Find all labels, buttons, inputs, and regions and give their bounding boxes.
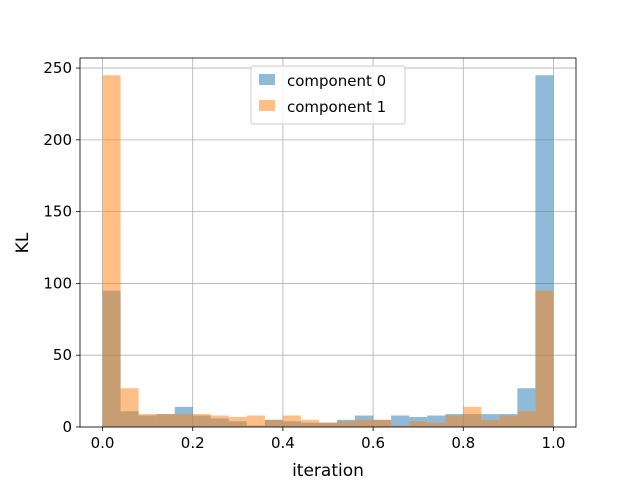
y-axis-label: KL — [13, 232, 33, 253]
legend-label-component-1: component 1 — [287, 98, 386, 116]
histogram-bars — [102, 75, 554, 428]
bar-component-1 — [427, 422, 446, 427]
bar-component-1 — [355, 419, 374, 427]
x-axis-label: iteration — [292, 461, 364, 480]
bar-component-1 — [409, 421, 428, 427]
bar-component-1 — [300, 419, 319, 427]
bar-component-1 — [499, 415, 518, 427]
y-tick-label: 250 — [43, 59, 72, 77]
legend-label-component-0: component 0 — [287, 72, 386, 90]
x-tick-label: 0.6 — [361, 434, 385, 452]
x-tick-label: 0.8 — [451, 434, 475, 452]
bar-component-0 — [391, 415, 410, 427]
x-tick-label: 0.4 — [271, 434, 295, 452]
y-tick-label: 150 — [43, 203, 72, 221]
bar-component-1 — [210, 415, 229, 427]
y-tick-label: 100 — [43, 274, 72, 292]
x-tick-label: 1.0 — [542, 434, 566, 452]
bar-component-1 — [228, 416, 247, 427]
bar-component-1 — [120, 388, 139, 427]
x-tick-label: 0.0 — [91, 434, 115, 452]
bar-component-1 — [156, 414, 175, 427]
bar-component-1 — [481, 419, 500, 427]
bar-component-1 — [391, 425, 410, 427]
bar-component-1 — [373, 419, 392, 427]
y-tick-label: 50 — [53, 346, 72, 364]
x-axis-ticks: 0.0 0.2 0.4 0.6 0.8 1.0 — [91, 427, 566, 452]
bar-component-1 — [102, 75, 121, 428]
bar-component-1 — [264, 419, 283, 427]
plot-frame — [79, 57, 577, 428]
bar-component-1 — [282, 415, 301, 427]
bar-component-1 — [174, 414, 193, 427]
y-tick-label: 200 — [43, 131, 72, 149]
bar-component-1 — [535, 290, 554, 427]
bar-component-1 — [517, 411, 536, 427]
legend: component 0 component 1 — [250, 65, 406, 125]
legend-box — [250, 65, 406, 125]
bar-component-1 — [463, 406, 482, 427]
bar-component-1 — [445, 415, 464, 427]
bar-component-1 — [318, 422, 338, 427]
bar-component-1 — [246, 415, 265, 427]
bar-component-1 — [192, 414, 211, 427]
bar-component-0 — [427, 415, 446, 427]
y-tick-label: 0 — [62, 418, 72, 436]
legend-swatch-component-0 — [259, 74, 275, 85]
bar-component-1 — [337, 421, 356, 427]
bar-component-1 — [138, 414, 157, 427]
y-axis-ticks: 0 50 100 150 200 250 — [43, 59, 80, 436]
x-tick-label: 0.2 — [181, 434, 205, 452]
legend-swatch-component-1 — [259, 100, 275, 111]
